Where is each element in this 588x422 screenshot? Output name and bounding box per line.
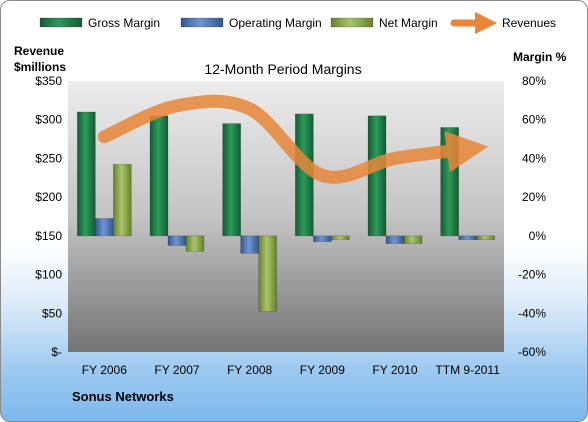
operating-margin-bar bbox=[385, 235, 405, 244]
gross-margin-bar bbox=[440, 127, 459, 237]
company-name: Sonus Networks bbox=[72, 389, 174, 404]
x-tick-label: FY 2006 bbox=[82, 363, 127, 377]
right-tick-label: 80% bbox=[522, 74, 546, 88]
right-tick-label: -20% bbox=[518, 268, 546, 282]
operating-margin-legend-label: Operating Margin bbox=[229, 16, 322, 30]
net-margin-bar bbox=[331, 235, 350, 241]
operating-margin-bar bbox=[95, 218, 114, 237]
left-tick-label: $150 bbox=[35, 229, 62, 243]
x-axis-ticks: FY 2006 FY 2007 FY 2008 FY 2009 FY 2010 TTM 9… bbox=[82, 363, 500, 377]
gross-margin-bar bbox=[149, 115, 169, 237]
right-axis-label: Margin % bbox=[513, 50, 567, 64]
right-tick-label: 60% bbox=[522, 113, 546, 127]
operating-margin-legend-swatch bbox=[180, 17, 224, 28]
x-tick-label: FY 2009 bbox=[300, 363, 345, 377]
revenue-series bbox=[97, 94, 489, 184]
left-tick-label: $200 bbox=[35, 190, 62, 204]
right-tick-label: 40% bbox=[522, 151, 546, 165]
net-margin-bar bbox=[403, 235, 423, 244]
revenues-legend-label: Revenues bbox=[502, 16, 556, 30]
right-tick-label: 20% bbox=[522, 190, 546, 204]
left-axis-label-line2: $millions bbox=[14, 60, 66, 74]
gross-margin-bar bbox=[222, 123, 241, 237]
left-tick-label: $250 bbox=[35, 151, 62, 165]
right-tick-label: -40% bbox=[518, 306, 546, 320]
right-axis-ticks: -60% -40% -20% 0% 20% 40% 60% 80% bbox=[518, 74, 546, 359]
gross-margin-bar bbox=[77, 111, 96, 237]
revenues-line bbox=[97, 94, 489, 184]
net-margin-legend-swatch bbox=[330, 17, 374, 28]
operating-margin-bar bbox=[240, 235, 259, 254]
net-margin-bar bbox=[258, 235, 277, 312]
bar-series bbox=[77, 111, 495, 312]
operating-margin-bar bbox=[167, 235, 187, 246]
net-margin-bar bbox=[185, 235, 205, 252]
legend: Gross Margin Operating Margin Net Margin Re… bbox=[39, 11, 556, 35]
operating-margin-bar bbox=[458, 235, 477, 241]
gross-margin-legend-swatch bbox=[39, 17, 83, 28]
left-tick-label: $350 bbox=[35, 74, 62, 88]
right-tick-label: -60% bbox=[518, 345, 546, 359]
left-tick-label: $50 bbox=[42, 306, 62, 320]
right-tick-label: 0% bbox=[529, 229, 547, 243]
left-tick-label: $100 bbox=[35, 268, 62, 282]
left-axis-ticks: $- $50 $100 $150 $200 $250 $300 $350 bbox=[35, 74, 62, 359]
net-margin-legend-label: Net Margin bbox=[379, 16, 438, 30]
x-tick-label: FY 2007 bbox=[154, 363, 199, 377]
x-tick-label: TTM 9-2011 bbox=[435, 363, 500, 377]
left-tick-label: $- bbox=[51, 345, 62, 359]
operating-margin-bar bbox=[313, 235, 332, 242]
gross-margin-bar bbox=[367, 115, 387, 237]
left-axis-label-line1: Revenue bbox=[14, 44, 64, 58]
net-margin-bar bbox=[476, 235, 495, 241]
gross-margin-legend-label: Gross Margin bbox=[88, 16, 160, 30]
x-tick-label: FY 2008 bbox=[227, 363, 272, 377]
net-margin-bar bbox=[113, 163, 132, 237]
left-tick-label: $300 bbox=[35, 113, 62, 127]
chart-title: 12-Month Period Margins bbox=[204, 61, 361, 77]
x-tick-label: FY 2010 bbox=[372, 363, 417, 377]
